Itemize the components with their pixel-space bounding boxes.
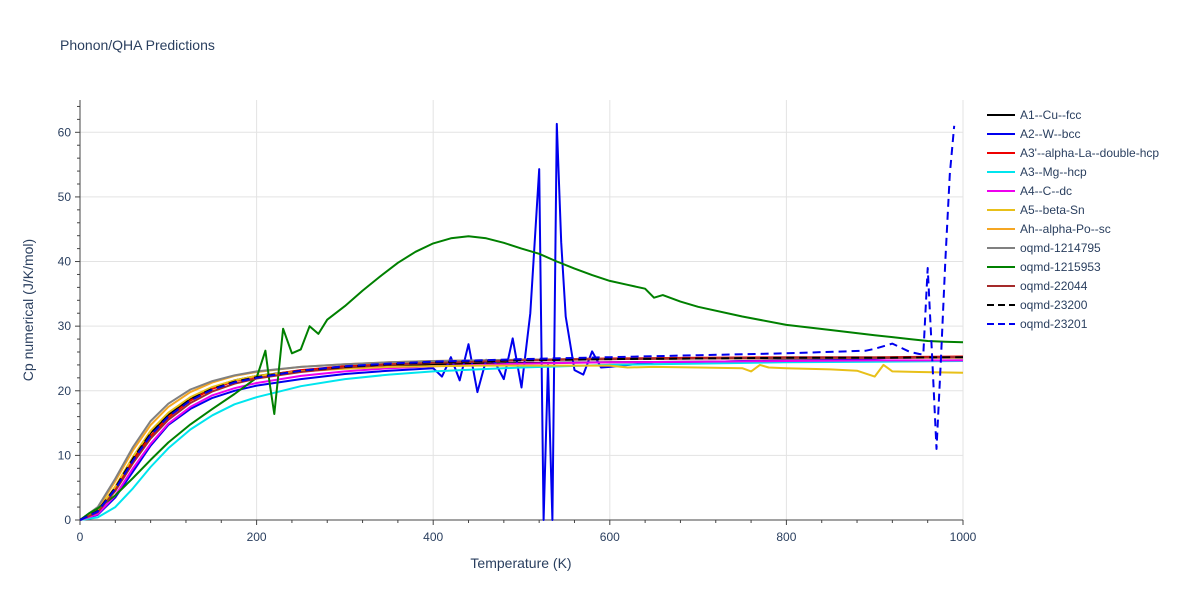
y-axis-title: Cp numerical (J/K/mol) xyxy=(20,239,36,381)
y-tick-label: 40 xyxy=(58,255,72,269)
legend-item[interactable]: A4--C--dc xyxy=(987,184,1072,198)
legend-label: A2--W--bcc xyxy=(1020,127,1080,141)
legend-label: oqmd-1214795 xyxy=(1020,241,1101,255)
x-tick-labels: 0 200 400 600 800 1000 xyxy=(77,530,977,544)
x-tick-label: 800 xyxy=(776,530,796,544)
legend-item[interactable]: oqmd-1214795 xyxy=(987,241,1101,255)
y-tick-labels: 0 10 20 30 40 50 60 xyxy=(58,125,72,527)
series-line xyxy=(79,125,956,521)
x-axis-title: Temperature (K) xyxy=(470,555,571,571)
legend-item[interactable]: A3'--alpha-La--double-hcp xyxy=(987,146,1159,160)
y-tick-label: 10 xyxy=(58,448,72,462)
y-tick-label: 50 xyxy=(58,190,72,204)
legend-label: A3'--alpha-La--double-hcp xyxy=(1020,146,1159,160)
legend-label: A3--Mg--hcp xyxy=(1020,165,1087,179)
legend-label: oqmd-23200 xyxy=(1020,298,1088,312)
legend-item[interactable]: A5--beta-Sn xyxy=(987,203,1085,217)
legend-label: A1--Cu--fcc xyxy=(1020,108,1081,122)
legend-item[interactable]: A3--Mg--hcp xyxy=(987,165,1087,179)
x-tick-label: 400 xyxy=(423,530,443,544)
legend-label: oqmd-23201 xyxy=(1020,317,1088,331)
x-tick-label: 200 xyxy=(247,530,267,544)
legend-item[interactable]: oqmd-22044 xyxy=(987,279,1088,293)
legend-item[interactable]: Ah--alpha-Po--sc xyxy=(987,222,1111,236)
legend-item[interactable]: oqmd-23200 xyxy=(987,298,1088,312)
grid xyxy=(80,100,964,520)
series-line xyxy=(79,363,964,521)
series-line xyxy=(79,356,964,521)
axes xyxy=(75,100,964,525)
legend-label: oqmd-22044 xyxy=(1020,279,1088,293)
y-tick-label: 60 xyxy=(58,125,72,139)
legend-label: oqmd-1215953 xyxy=(1020,260,1101,274)
series-lines xyxy=(79,122,964,521)
x-tick-label: 0 xyxy=(77,530,84,544)
legend-item[interactable]: A1--Cu--fcc xyxy=(987,108,1081,122)
legend-item[interactable]: oqmd-23201 xyxy=(987,317,1088,331)
legend-item[interactable]: oqmd-1215953 xyxy=(987,260,1101,274)
series-line xyxy=(79,360,964,521)
series-line xyxy=(79,122,963,521)
series-line xyxy=(79,235,964,521)
y-tick-label: 30 xyxy=(58,319,72,333)
chart-title: Phonon/QHA Predictions xyxy=(60,37,215,53)
x-tick-label: 1000 xyxy=(950,530,977,544)
legend-item[interactable]: A2--W--bcc xyxy=(987,127,1080,141)
x-tick-label: 600 xyxy=(600,530,620,544)
y-tick-label: 0 xyxy=(64,513,71,527)
legend-label: A5--beta-Sn xyxy=(1020,203,1085,217)
y-tick-label: 20 xyxy=(58,384,72,398)
legend-label: A4--C--dc xyxy=(1020,184,1072,198)
legend-label: Ah--alpha-Po--sc xyxy=(1020,222,1111,236)
legend[interactable]: A1--Cu--fcc A2--W--bcc A3'--alpha-La--doub… xyxy=(987,108,1159,331)
